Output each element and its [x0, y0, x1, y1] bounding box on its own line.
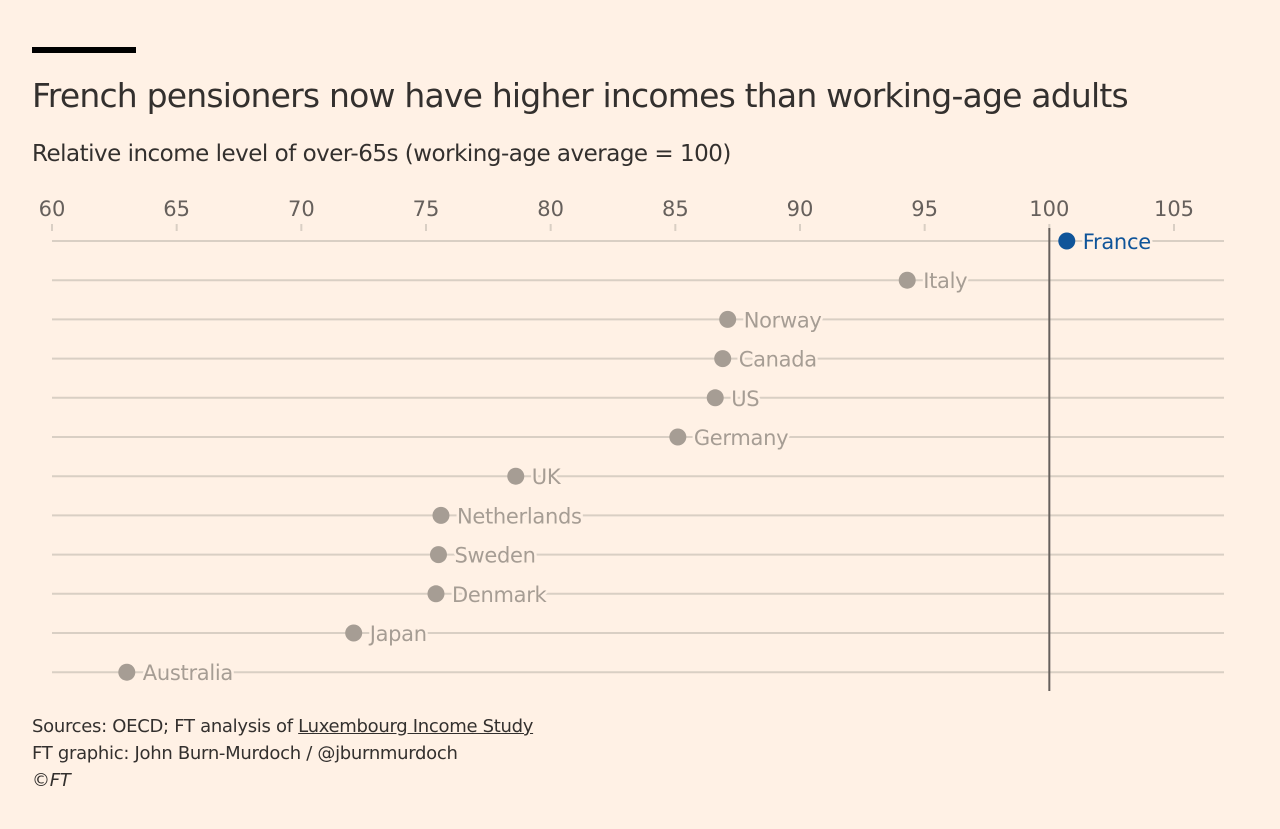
data-label-denmark: Denmark [452, 583, 548, 607]
data-point-us [706, 389, 724, 407]
sources-note: Sources: OECD; FT analysis of Luxembourg… [32, 716, 533, 737]
luxembourg-income-study-link[interactable]: Luxembourg Income Study [298, 716, 534, 737]
data-point-canada [714, 350, 732, 368]
data-point-australia [118, 663, 136, 681]
data-label-japan: Japan [368, 622, 427, 646]
x-tick-label: 85 [662, 197, 689, 221]
sources-text: Sources: OECD; FT analysis of [32, 716, 299, 737]
data-label-us: US [731, 387, 759, 411]
chart-subtitle: Relative income level of over-65s (worki… [32, 141, 731, 167]
ft-accent-bar [32, 47, 136, 53]
x-tick-label: 105 [1154, 197, 1194, 221]
data-label-netherlands: Netherlands [457, 504, 582, 528]
x-tick-label: 95 [911, 197, 938, 221]
x-tick-label: 65 [163, 197, 190, 221]
data-label-germany: Germany [694, 426, 788, 450]
data-label-norway: Norway [744, 308, 822, 332]
x-tick-label: 90 [787, 197, 814, 221]
data-label-sweden: Sweden [454, 544, 535, 568]
x-tick-label: 60 [39, 197, 66, 221]
data-label-uk: UK [532, 465, 562, 489]
graphic-credit: FT graphic: John Burn-Murdoch / @jburnmu… [32, 743, 458, 764]
x-tick-label: 70 [288, 197, 315, 221]
x-tick-label: 75 [413, 197, 440, 221]
x-tick-label: 100 [1029, 197, 1069, 221]
data-label-france: France [1083, 230, 1151, 254]
data-label-canada: Canada [739, 348, 817, 372]
data-point-netherlands [432, 506, 450, 524]
data-point-norway [719, 310, 737, 328]
chart-title: French pensioners now have higher income… [32, 76, 1129, 115]
data-label-italy: Italy [923, 269, 967, 293]
data-label-australia: Australia [143, 661, 233, 685]
data-point-japan [345, 624, 363, 642]
data-point-uk [507, 467, 525, 485]
data-point-denmark [427, 585, 445, 603]
data-point-italy [898, 271, 916, 289]
copyright: ©FT [32, 770, 71, 791]
data-point-germany [669, 428, 687, 446]
data-point-sweden [429, 546, 447, 564]
x-tick-label: 80 [537, 197, 564, 221]
data-point-france [1058, 232, 1076, 250]
